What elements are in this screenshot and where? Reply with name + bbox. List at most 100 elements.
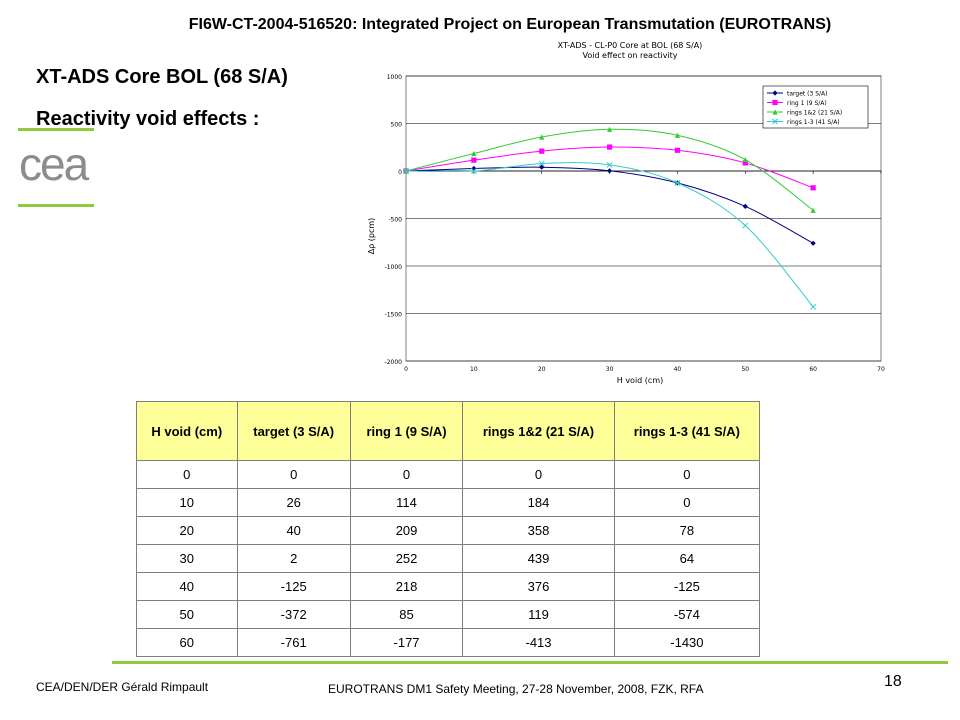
chart-point [810,240,816,246]
table-cell: -177 [349,628,464,657]
chart-point [742,203,748,209]
table-header-cell: ring 1 (9 S/A) [349,401,464,461]
chart-x-tick-label: 60 [809,366,817,373]
table-cell: -372 [236,600,351,629]
chart-legend-label: rings 1-3 (41 S/A) [787,119,840,126]
chart-subtitle: Void effect on reactivity [582,51,677,60]
chart-y-tick-label: 0 [398,169,402,176]
table-cell: 40 [236,516,351,545]
chart-point [538,160,545,167]
footer-author: CEA/DEN/DER Gérald Rimpault [36,680,209,694]
table-cell: 119 [462,600,615,629]
chart-x-tick-label: 30 [606,366,614,373]
table-cell: 252 [349,544,464,573]
table-cell: 50 [136,600,238,629]
chart-point [742,160,748,166]
chart-x-axis-label: H void (cm) [617,376,663,385]
table-cell: 64 [613,544,761,573]
table-cell: 2 [236,544,351,573]
chart-point [772,109,778,115]
table-cell: 439 [462,544,615,573]
chart-y-tick-label: -1000 [385,264,403,271]
chart-x-tick-label: 10 [470,366,478,373]
table-row: 20 40 209 358 78 [136,516,761,545]
table-cell: 376 [462,572,615,601]
table-row: 40 -125 218 376 -125 [136,572,761,601]
table-header-cell: target (3 S/A) [236,401,351,461]
void-effect-table: H void (cm) target (3 S/A) ring 1 (9 S/A) r… [136,401,761,657]
table-body: 0 0 0 0 0 10 26 114 184 0 20 40 209 358 78 30 2 252 439 64 4… [136,460,761,657]
chart-legend-label: rings 1&2 (21 S/A) [787,110,842,117]
table-row: 50 -372 85 119 -574 [136,600,761,629]
table-header-cell: rings 1-3 (41 S/A) [613,401,761,461]
chart-point [539,134,545,140]
header-title: FI6W-CT-2004-516520: Integrated Project … [188,16,832,33]
table-header-row: H void (cm) target (3 S/A) ring 1 (9 S/A) r… [136,401,761,461]
table-header-cell: H void (cm) [136,401,238,461]
chart-x-tick-label: 20 [538,366,546,373]
chart-point [772,118,778,125]
table-cell: 26 [236,488,351,517]
chart-y-tick-label: -2000 [385,359,403,366]
chart-point [606,126,613,132]
table-cell: -1430 [613,628,761,657]
chart-legend-label: ring 1 (9 S/A) [787,100,827,107]
table-cell: 0 [462,460,615,489]
table-cell: -125 [236,572,351,601]
chart-point [539,164,545,170]
table-cell: 30 [136,544,238,573]
chart-point [606,144,613,150]
table-cell: -574 [613,600,761,629]
table-cell: 114 [349,488,464,517]
chart-point [674,132,681,138]
logo-bottom-bar [18,204,94,207]
table-cell: 0 [349,460,464,489]
slide-title: XT-ADS Core BOL (68 S/A) [36,66,288,88]
chart-point [810,185,816,191]
footer-divider [112,661,948,664]
chart-point [810,303,817,310]
chart-title: XT-ADS - CL-P0 Core at BOL (68 S/A) [558,41,703,50]
table-cell: 40 [136,572,238,601]
table-cell: 78 [613,516,761,545]
chart-point [742,222,749,229]
table-cell: 0 [236,460,351,489]
chart-point [471,150,477,157]
table-cell: 60 [136,628,238,657]
chart-y-tick-label: 1000 [387,74,402,81]
table-cell: 0 [613,488,761,517]
page-number: 18 [884,673,902,690]
chart-point [539,148,545,154]
table-cell: -761 [236,628,351,657]
footer-meeting: EUROTRANS DM1 Safety Meeting, 27-28 Nove… [328,682,704,696]
table-cell: 218 [349,572,464,601]
table-cell: 209 [349,516,464,545]
table-cell: 20 [136,516,238,545]
chart-point [742,157,748,163]
chart-point [810,207,816,213]
chart-point [471,157,477,163]
table-cell: 358 [462,516,615,545]
void-effect-chart: XT-ADS - CL-P0 Core at BOL (68 S/A) Void… [367,41,885,385]
chart-point [606,161,613,168]
logo-top-bar [18,128,94,131]
table-cell: -125 [613,572,761,601]
chart-y-tick-label: 500 [391,122,403,129]
logo-text: cea [19,138,90,190]
chart-x-tick-label: 0 [404,366,408,373]
table-cell: 0 [613,460,761,489]
table-header-cell: rings 1&2 (21 S/A) [462,401,615,461]
table-cell: 184 [462,488,615,517]
chart-point [606,168,613,174]
table-cell: 0 [136,460,238,489]
chart-y-tick-label: -1500 [385,312,403,319]
table-row: 60 -761 -177 -413 -1430 [136,628,761,657]
slide-subtitle: Reactivity void effects : [36,108,260,130]
cea-logo: cea [18,128,94,207]
table-cell: -413 [462,628,615,657]
chart-legend-label: target (3 S/A) [787,91,828,98]
chart-point [772,90,778,96]
chart-point [403,168,409,174]
